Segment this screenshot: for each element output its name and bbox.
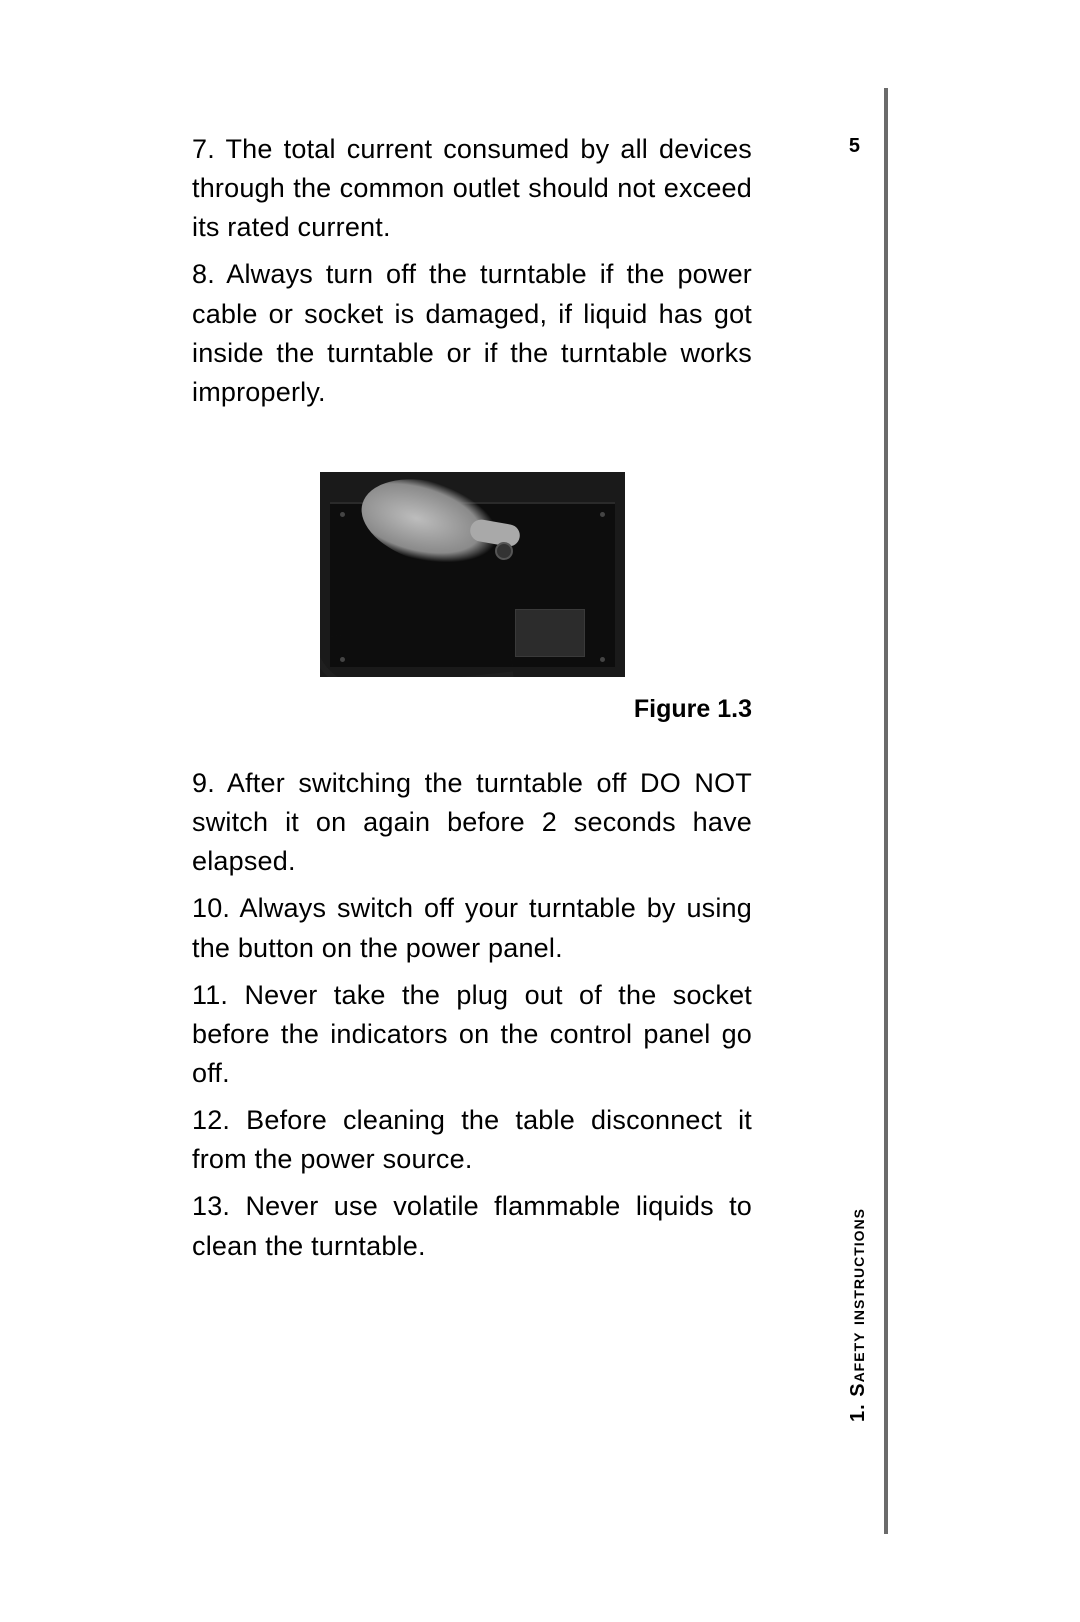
section-label: 1. Safety instructions bbox=[847, 1208, 870, 1422]
instruction-item: 12. Before cleaning the table disconnect… bbox=[192, 1101, 752, 1179]
power-knob-shape bbox=[495, 542, 513, 560]
instruction-item: 7. The total current consumed by all dev… bbox=[192, 130, 752, 247]
figure-block: Figure 1.3 bbox=[192, 472, 752, 724]
figure-caption: Figure 1.3 bbox=[192, 695, 752, 724]
instruction-item: 9. After switching the turntable off DO … bbox=[192, 764, 752, 881]
instruction-item: 11. Never take the plug out of the socke… bbox=[192, 976, 752, 1093]
screw-shape bbox=[340, 657, 345, 662]
instruction-item: 13. Never use volatile flammable liquids… bbox=[192, 1187, 752, 1265]
page-number: 5 bbox=[849, 135, 860, 158]
screw-shape bbox=[600, 512, 605, 517]
screw-shape bbox=[600, 657, 605, 662]
instruction-item: 10. Always switch off your turntable by … bbox=[192, 889, 752, 967]
side-rule bbox=[884, 88, 888, 1534]
instructions-top-block: 7. The total current consumed by all dev… bbox=[192, 130, 752, 1274]
page: 5 7. The total current consumed by all d… bbox=[0, 0, 1080, 1622]
screw-shape bbox=[340, 512, 345, 517]
label-plate-shape bbox=[515, 609, 585, 657]
instruction-item: 8. Always turn off the turntable if the … bbox=[192, 255, 752, 412]
figure-image bbox=[320, 472, 625, 677]
